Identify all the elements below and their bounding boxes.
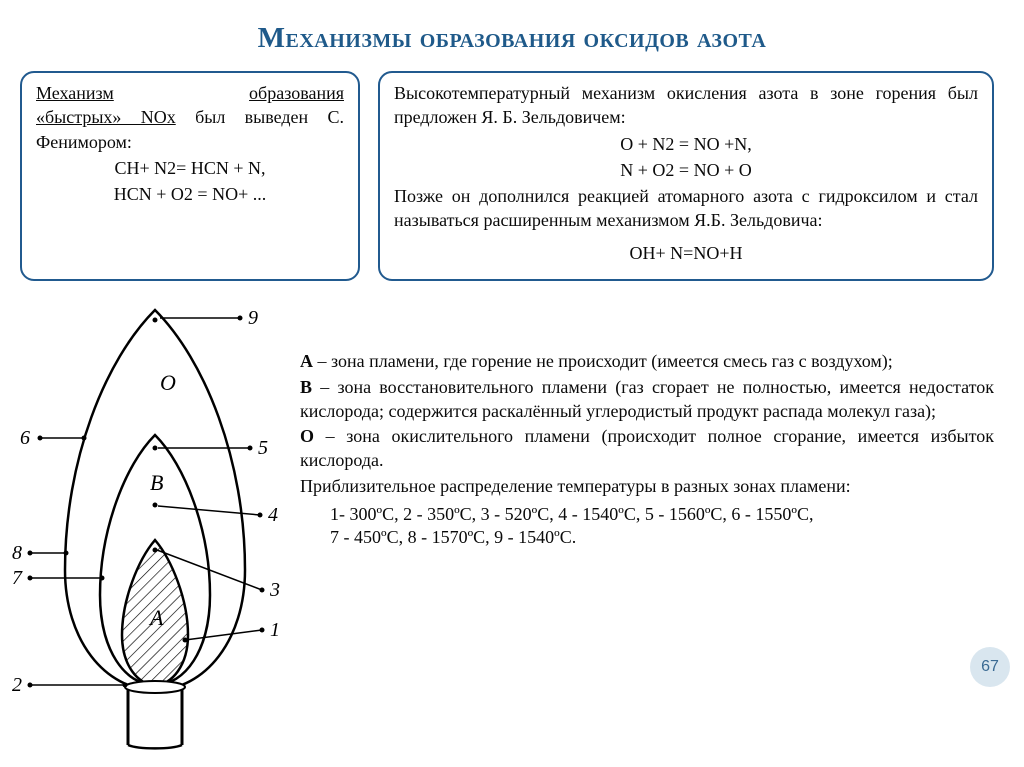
- rb-eq3: OH+ N=NO+H: [394, 241, 978, 265]
- svg-text:8: 8: [12, 542, 22, 564]
- zone-o: – зона окислительного пламени (происходи…: [300, 426, 994, 470]
- svg-text:5: 5: [258, 437, 268, 459]
- lb-eq1: CH+ N2= HCN + N,: [36, 156, 344, 180]
- svg-text:9: 9: [248, 307, 258, 329]
- rb-eq1: O + N2 = NO +N,: [394, 132, 978, 156]
- lb-intro-2: образования: [249, 83, 344, 103]
- temps-line1: 1- 300ºС, 2 - 350ºС, 3 - 520ºС, 4 - 1540…: [330, 503, 994, 527]
- svg-text:2: 2: [12, 674, 22, 696]
- rb-line1: Высокотемпературный механизм окисления а…: [394, 81, 978, 130]
- label-O: O: [160, 370, 176, 395]
- zeldovich-box: Высокотемпературный механизм окисления а…: [378, 71, 994, 281]
- rb-line2: Позже он дополнился реакцией атомарного …: [394, 184, 978, 233]
- svg-text:3: 3: [269, 579, 280, 601]
- flame-diagram: O B A 9 5 6 4 3 8 7 1 2: [10, 290, 300, 750]
- zone-a: – зона пламени, где горение не происходи…: [313, 351, 893, 371]
- temps-line2: 7 - 450ºС, 8 - 1570ºС, 9 - 1540ºС.: [330, 526, 994, 550]
- svg-text:4: 4: [268, 504, 278, 526]
- page-number-badge: 67: [970, 647, 1010, 687]
- rb-eq2: N + O2 = NO + O: [394, 158, 978, 182]
- svg-text:7: 7: [12, 567, 23, 589]
- zone-descriptions: А – зона пламени, где горение не происхо…: [300, 350, 994, 550]
- label-A: A: [148, 605, 164, 630]
- zone-b: – зона восстановительного пламени (газ с…: [300, 377, 994, 421]
- fenimore-box: Механизм образования «быстрых» NOx был в…: [20, 71, 360, 281]
- lb-eq2: HCN + O2 = NO+ ...: [36, 182, 344, 206]
- label-B: B: [150, 470, 163, 495]
- temp-intro: Приблизительное распределение температур…: [300, 475, 994, 499]
- svg-text:1: 1: [270, 619, 280, 641]
- page-title: Механизмы образования оксидов азота: [0, 0, 1024, 65]
- boxes-row: Механизм образования «быстрых» NOx был в…: [0, 71, 1024, 281]
- svg-text:6: 6: [20, 427, 30, 449]
- lb-intro-3: «быстрых» NOx: [36, 107, 176, 127]
- lb-intro-1: Механизм: [36, 83, 114, 103]
